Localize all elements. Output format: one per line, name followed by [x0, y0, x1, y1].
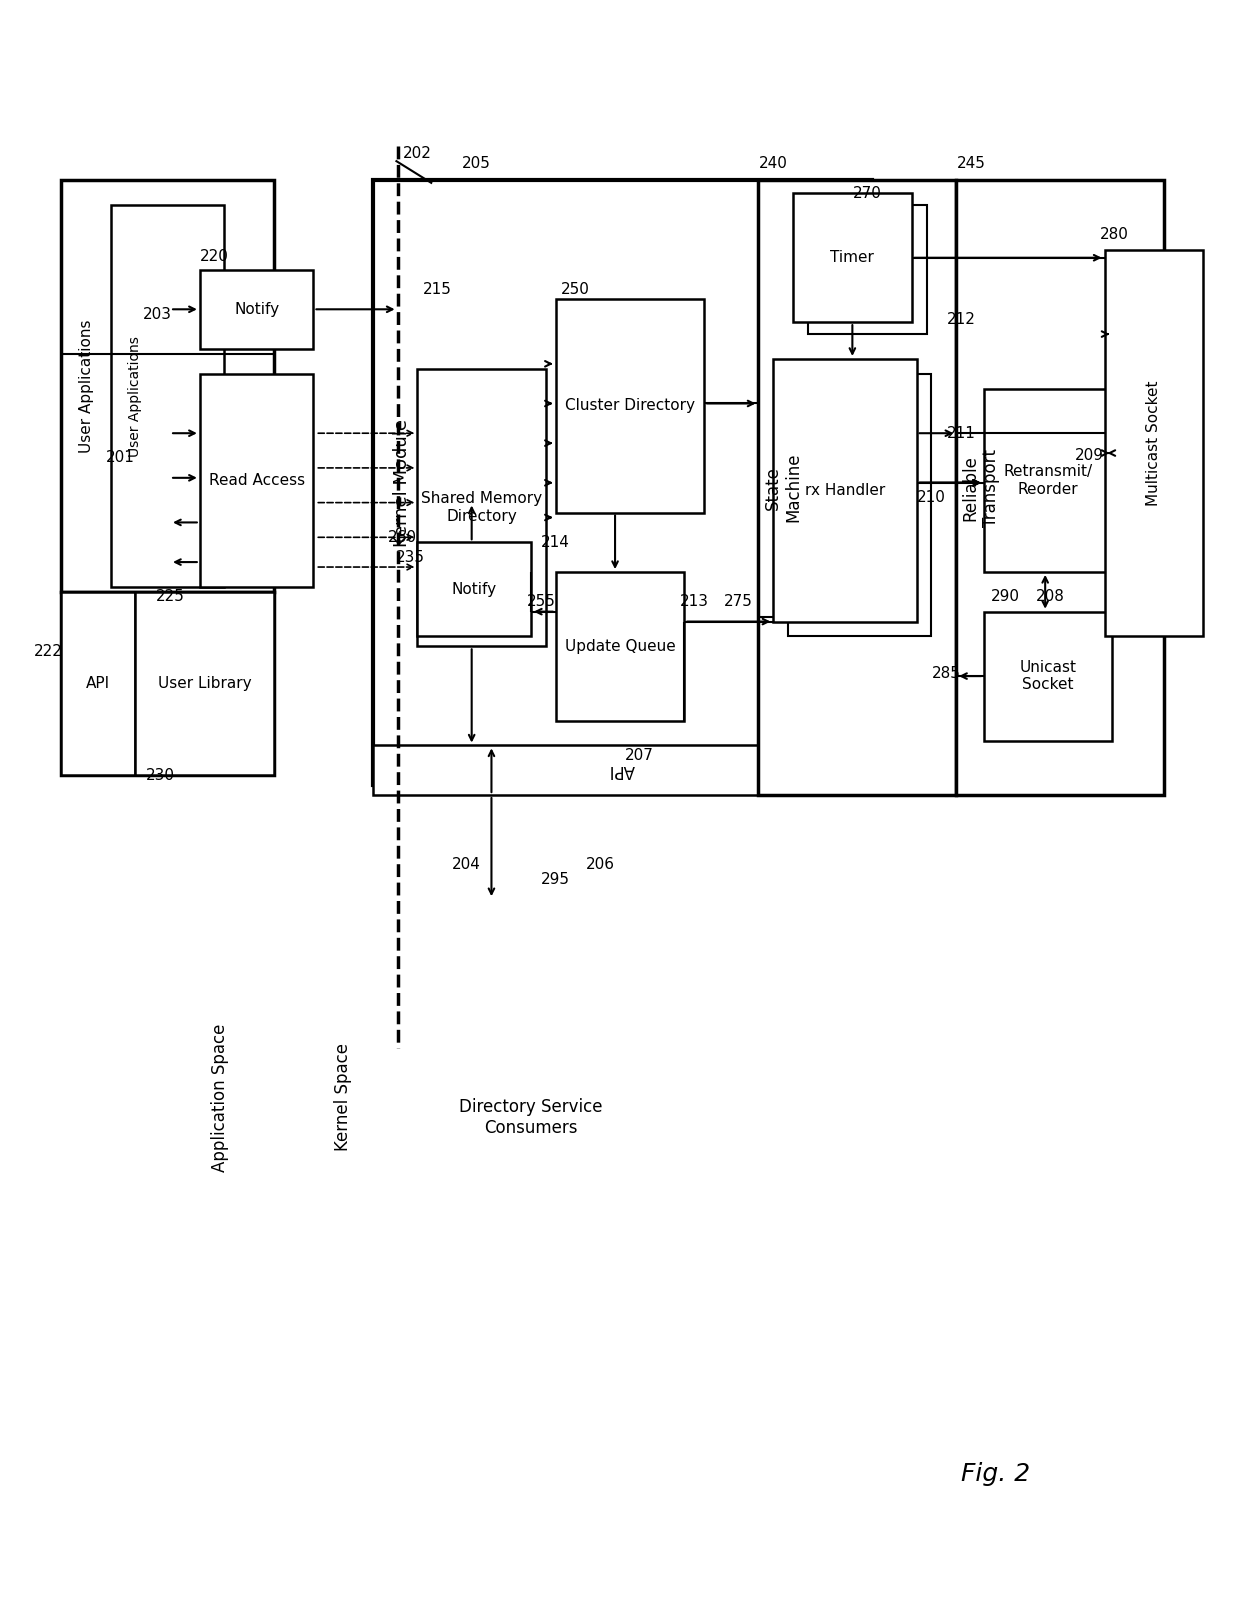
Text: 203: 203 [143, 307, 172, 322]
Text: 230: 230 [146, 768, 175, 783]
Bar [200, 373, 314, 588]
Bar [983, 389, 1112, 572]
Text: User Library: User Library [157, 676, 252, 692]
Text: Fig. 2: Fig. 2 [961, 1462, 1030, 1486]
Text: 220: 220 [200, 250, 229, 264]
Text: 225: 225 [156, 589, 185, 604]
Text: 201: 201 [107, 450, 135, 466]
Text: 204: 204 [453, 857, 481, 873]
Text: Update Queue: Update Queue [564, 639, 676, 653]
Text: 240: 240 [759, 155, 787, 171]
Text: 270: 270 [853, 186, 882, 200]
Text: 235: 235 [396, 549, 425, 565]
Text: API: API [87, 676, 110, 692]
Text: Unicast
Socket: Unicast Socket [1019, 660, 1076, 692]
Text: rx Handler: rx Handler [805, 484, 885, 498]
Text: Read Access: Read Access [208, 472, 305, 488]
Text: 210: 210 [918, 490, 946, 506]
Bar [418, 543, 531, 637]
Text: 207: 207 [625, 748, 655, 764]
Text: 290: 290 [991, 589, 1021, 604]
Bar [789, 373, 931, 637]
Text: 222: 222 [33, 644, 63, 658]
Text: User Applications: User Applications [129, 336, 143, 456]
Text: 245: 245 [956, 155, 986, 171]
Text: 255: 255 [527, 594, 556, 610]
Text: Shared Memory
Directory: Shared Memory Directory [422, 492, 542, 524]
Text: Multicast Socket: Multicast Socket [1147, 381, 1162, 506]
Bar [418, 368, 546, 647]
Text: Reliable
Transport: Reliable Transport [961, 448, 1001, 527]
Text: 209: 209 [1075, 448, 1104, 463]
Bar [61, 592, 135, 775]
Bar [373, 181, 872, 784]
Text: 202: 202 [403, 146, 432, 162]
Text: 213: 213 [680, 594, 708, 610]
Text: 285: 285 [932, 666, 961, 680]
Bar [1105, 250, 1203, 637]
Text: 275: 275 [724, 594, 753, 610]
Text: State
Machine: State Machine [764, 453, 802, 522]
Text: 211: 211 [946, 426, 976, 440]
Text: API: API [609, 760, 635, 780]
Bar [556, 299, 704, 512]
Text: 205: 205 [463, 155, 491, 171]
Text: 206: 206 [585, 857, 615, 873]
Text: 208: 208 [1035, 589, 1065, 604]
Text: 295: 295 [541, 873, 570, 887]
Bar [135, 592, 274, 775]
Bar [759, 181, 956, 796]
Bar [61, 592, 274, 775]
Bar [200, 269, 314, 349]
Text: 250: 250 [560, 282, 590, 296]
Text: Kernel Module: Kernel Module [393, 419, 412, 548]
Text: 215: 215 [423, 282, 451, 296]
Text: Timer: Timer [831, 250, 874, 266]
Bar [808, 205, 926, 335]
Bar [983, 612, 1112, 741]
Bar [556, 572, 684, 720]
Text: Application Space: Application Space [211, 1023, 228, 1172]
Text: Notify: Notify [234, 303, 279, 317]
Text: Retransmit/
Reorder: Retransmit/ Reorder [1003, 464, 1092, 496]
Text: 260: 260 [388, 530, 417, 544]
Text: User Applications: User Applications [78, 320, 93, 453]
Text: Directory Service
Consumers: Directory Service Consumers [459, 1098, 603, 1137]
Bar [794, 194, 911, 322]
Text: 280: 280 [1100, 227, 1128, 242]
Bar [373, 746, 872, 796]
Text: Kernel Space: Kernel Space [334, 1044, 352, 1151]
Text: Notify: Notify [451, 581, 497, 597]
Bar [774, 359, 916, 621]
Text: 214: 214 [542, 535, 570, 549]
Bar [61, 181, 274, 592]
Bar [956, 181, 1164, 796]
Text: 212: 212 [946, 312, 976, 327]
Bar [110, 205, 224, 588]
Text: Cluster Directory: Cluster Directory [565, 399, 694, 413]
